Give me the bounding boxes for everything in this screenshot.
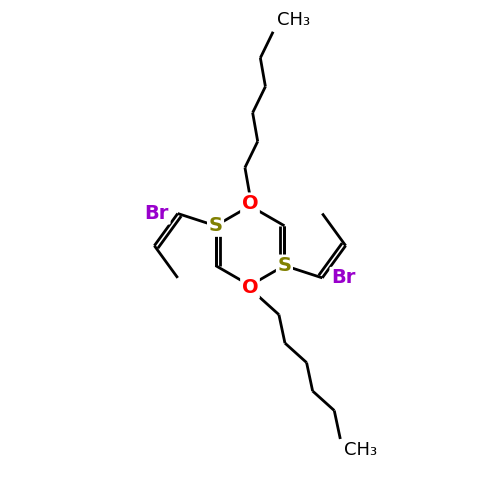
Text: Br: Br [331,268,355,287]
Text: CH₃: CH₃ [276,12,310,30]
Text: O: O [242,194,258,213]
Text: CH₃: CH₃ [344,442,377,460]
Text: O: O [242,278,258,297]
Text: Br: Br [144,204,169,223]
Text: S: S [208,216,222,236]
Text: S: S [278,256,291,275]
